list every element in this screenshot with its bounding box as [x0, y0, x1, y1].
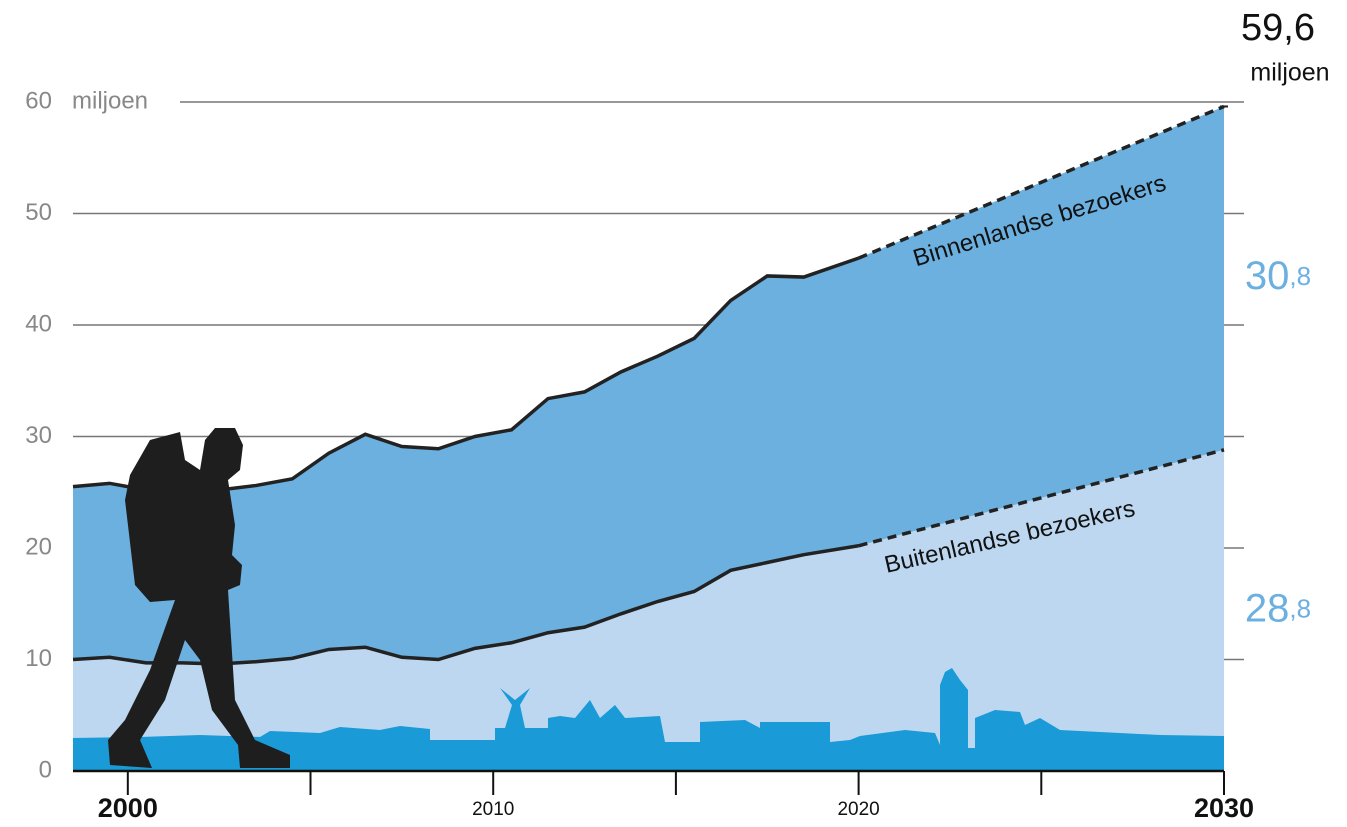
total-label: 59,6 [1241, 7, 1315, 49]
x-tick-label: 2000 [98, 793, 158, 823]
x-tick-label: 2030 [1194, 793, 1254, 823]
value-label: 30,8 [1245, 254, 1311, 298]
value-label: 28,8 [1245, 586, 1311, 630]
y-tick-label: 30 [25, 422, 52, 449]
y-tick-label: 0 [39, 756, 52, 783]
total-unit: miljoen [1250, 59, 1329, 87]
y-tick-label: 40 [25, 310, 52, 337]
line [858, 448, 1225, 548]
x-tick-label: 2010 [472, 799, 514, 820]
y-tick-label: 20 [25, 533, 52, 560]
illustration [73, 428, 1224, 771]
line [857, 104, 1225, 260]
area [73, 449, 1224, 771]
hiker [108, 428, 290, 768]
y-tick-label: 50 [25, 199, 52, 226]
skyline [73, 668, 1224, 771]
y-unit: miljoen [72, 87, 148, 114]
y-tick-label: 10 [25, 645, 52, 672]
x-tick-label: 2020 [837, 799, 879, 820]
plot [72, 101, 1244, 771]
y-tick-label: 60 [25, 87, 52, 114]
